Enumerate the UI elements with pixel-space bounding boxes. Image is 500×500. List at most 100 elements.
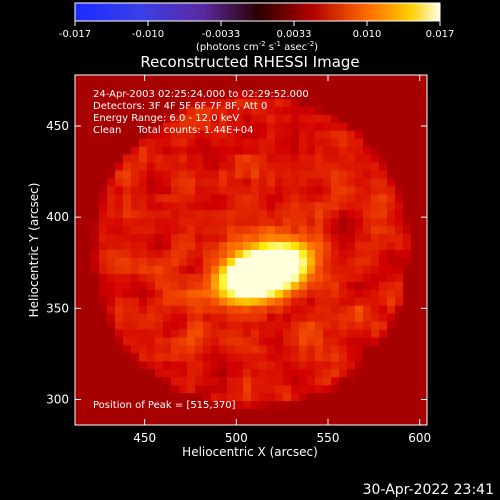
heatmap-cell xyxy=(371,417,380,425)
heatmap-cell xyxy=(219,281,228,291)
heatmap-cell xyxy=(99,138,108,148)
heatmap-cell xyxy=(355,122,364,132)
heatmap-cell xyxy=(235,297,244,307)
heatmap-cell xyxy=(307,353,316,362)
heatmap-cell xyxy=(363,82,372,92)
heatmap-cell xyxy=(131,361,140,370)
heatmap-cell xyxy=(83,265,92,275)
heatmap-cell xyxy=(371,178,380,187)
heatmap-cell xyxy=(195,218,204,227)
heatmap-cell xyxy=(291,289,300,299)
heatmap-cell xyxy=(107,122,116,132)
heatmap-cell xyxy=(171,138,180,148)
heatmap-cell xyxy=(315,154,324,164)
heatmap-cell xyxy=(83,353,92,362)
heatmap-cell xyxy=(403,273,412,283)
heatmap-cell xyxy=(195,265,204,275)
heatmap-cell xyxy=(363,154,372,164)
heatmap-cell xyxy=(267,186,276,195)
heatmap-cell xyxy=(307,178,316,187)
heatmap-cell xyxy=(123,297,132,307)
heatmap-cell xyxy=(235,178,244,187)
heatmap-cell xyxy=(331,130,340,140)
heatmap-cell xyxy=(403,265,412,275)
heatmap-cell xyxy=(315,401,324,410)
heatmap-cell xyxy=(115,329,124,339)
heatmap-cell xyxy=(179,321,188,331)
heatmap-cell xyxy=(283,210,292,219)
heatmap-cell xyxy=(179,194,188,203)
heatmap-cell xyxy=(235,313,244,323)
heatmap-cell xyxy=(355,281,364,291)
heatmap-cell xyxy=(91,401,100,410)
heatmap-cell xyxy=(147,409,156,418)
heatmap-cell xyxy=(179,98,188,108)
heatmap-cell xyxy=(371,409,380,418)
heatmap-cell xyxy=(395,114,404,124)
heatmap-cell xyxy=(139,265,148,275)
heatmap-cell xyxy=(227,393,236,402)
heatmap-cell xyxy=(371,170,380,180)
heatmap-cell xyxy=(259,257,268,267)
heatmap-cell xyxy=(331,170,340,180)
heatmap-cell xyxy=(259,106,268,116)
heatmap-cell xyxy=(107,178,116,187)
heatmap-cell xyxy=(387,138,396,148)
heatmap-cell xyxy=(411,178,420,187)
heatmap-cell xyxy=(355,377,364,386)
heatmap-cell xyxy=(75,297,84,307)
heatmap-cell xyxy=(371,218,380,227)
heatmap-cell xyxy=(371,154,380,164)
heatmap-cell xyxy=(187,409,196,418)
heatmap-cell xyxy=(211,98,220,108)
heatmap-cell xyxy=(83,122,92,132)
heatmap-cell xyxy=(347,98,356,108)
heatmap-cell xyxy=(243,242,252,251)
heatmap-cell xyxy=(203,417,212,425)
heatmap-cell xyxy=(179,234,188,243)
heatmap-cell xyxy=(307,305,316,315)
heatmap-cell xyxy=(203,377,212,386)
heatmap-cell xyxy=(187,82,196,92)
heatmap-cell xyxy=(283,345,292,355)
heatmap-cell xyxy=(315,178,324,187)
heatmap-cell xyxy=(219,273,228,283)
heatmap-cell xyxy=(251,257,260,267)
heatmap-cell xyxy=(275,90,284,100)
heatmap-cell xyxy=(275,353,284,362)
heatmap-cell xyxy=(267,98,276,108)
heatmap-cell xyxy=(203,98,212,108)
heatmap-cell xyxy=(179,409,188,418)
heatmap-cell xyxy=(331,75,340,84)
heatmap-cell xyxy=(371,377,380,386)
heatmap-cell xyxy=(355,146,364,156)
heatmap-cell xyxy=(243,194,252,203)
heatmap-cell xyxy=(251,265,260,275)
heatmap-cell xyxy=(243,385,252,394)
heatmap-cell xyxy=(75,321,84,331)
heatmap-cell xyxy=(299,353,308,362)
heatmap-cell xyxy=(275,170,284,180)
heatmap-cell xyxy=(323,345,332,355)
heatmap-cell xyxy=(227,353,236,362)
heatmap-cell xyxy=(283,170,292,180)
heatmap-cell xyxy=(107,250,116,259)
heatmap-cell xyxy=(243,162,252,172)
heatmap-cell xyxy=(99,82,108,92)
heatmap-cell xyxy=(387,353,396,362)
heatmap-cell xyxy=(267,138,276,148)
heatmap-cell xyxy=(83,242,92,251)
heatmap-cell xyxy=(315,75,324,84)
heatmap-cell xyxy=(371,297,380,307)
heatmap-cell xyxy=(179,210,188,219)
heatmap-cell xyxy=(387,98,396,108)
heatmap-cell xyxy=(91,385,100,394)
heatmap-cell xyxy=(115,281,124,291)
heatmap-cell xyxy=(275,186,284,195)
heatmap-cell xyxy=(107,337,116,347)
heatmap-cell xyxy=(355,297,364,307)
heatmap-cell xyxy=(99,218,108,227)
heatmap-cell xyxy=(355,337,364,347)
heatmap-cell xyxy=(211,130,220,140)
heatmap-cell xyxy=(411,106,420,116)
